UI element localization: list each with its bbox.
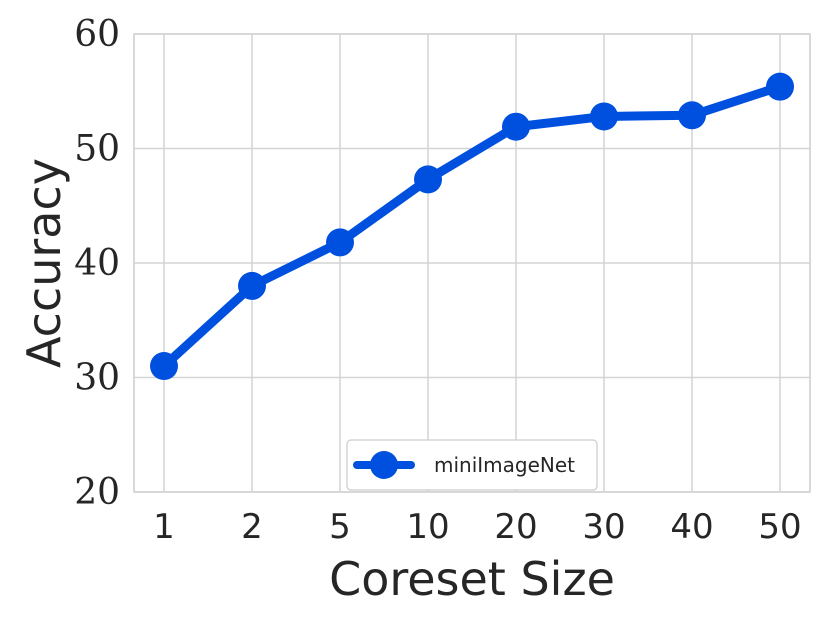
x-tick-label: 10: [406, 507, 449, 547]
legend-marker-swatch: [370, 451, 398, 479]
x-tick-label: 2: [241, 507, 263, 547]
x-tick-label: 5: [329, 507, 351, 547]
y-tick-label: 20: [74, 472, 120, 513]
data-point: [678, 101, 706, 129]
x-tick-label: 30: [582, 507, 625, 547]
legend-label: miniImageNet: [434, 453, 575, 477]
y-tick-label: 30: [74, 358, 120, 399]
y-tick-label: 50: [74, 129, 120, 170]
y-axis-ticks: 20 30 40 50 60: [74, 14, 120, 513]
x-tick-label: 1: [153, 507, 175, 547]
y-tick-label: 60: [74, 14, 120, 55]
x-tick-label: 50: [758, 507, 801, 547]
x-tick-label: 40: [670, 507, 713, 547]
data-point: [326, 228, 354, 256]
data-point: [150, 352, 178, 380]
x-axis-ticks: 1 2 5 10 20 30 40 50: [153, 507, 801, 547]
data-point: [414, 165, 442, 193]
y-tick-label: 40: [74, 243, 120, 284]
y-axis-label: Accuracy: [17, 158, 71, 368]
x-tick-label: 20: [494, 507, 537, 547]
data-point: [502, 113, 530, 141]
data-point: [766, 73, 794, 101]
legend: miniImageNet: [347, 440, 597, 490]
data-point: [238, 272, 266, 300]
x-axis-label: Coreset Size: [329, 552, 615, 606]
data-point: [590, 102, 618, 130]
